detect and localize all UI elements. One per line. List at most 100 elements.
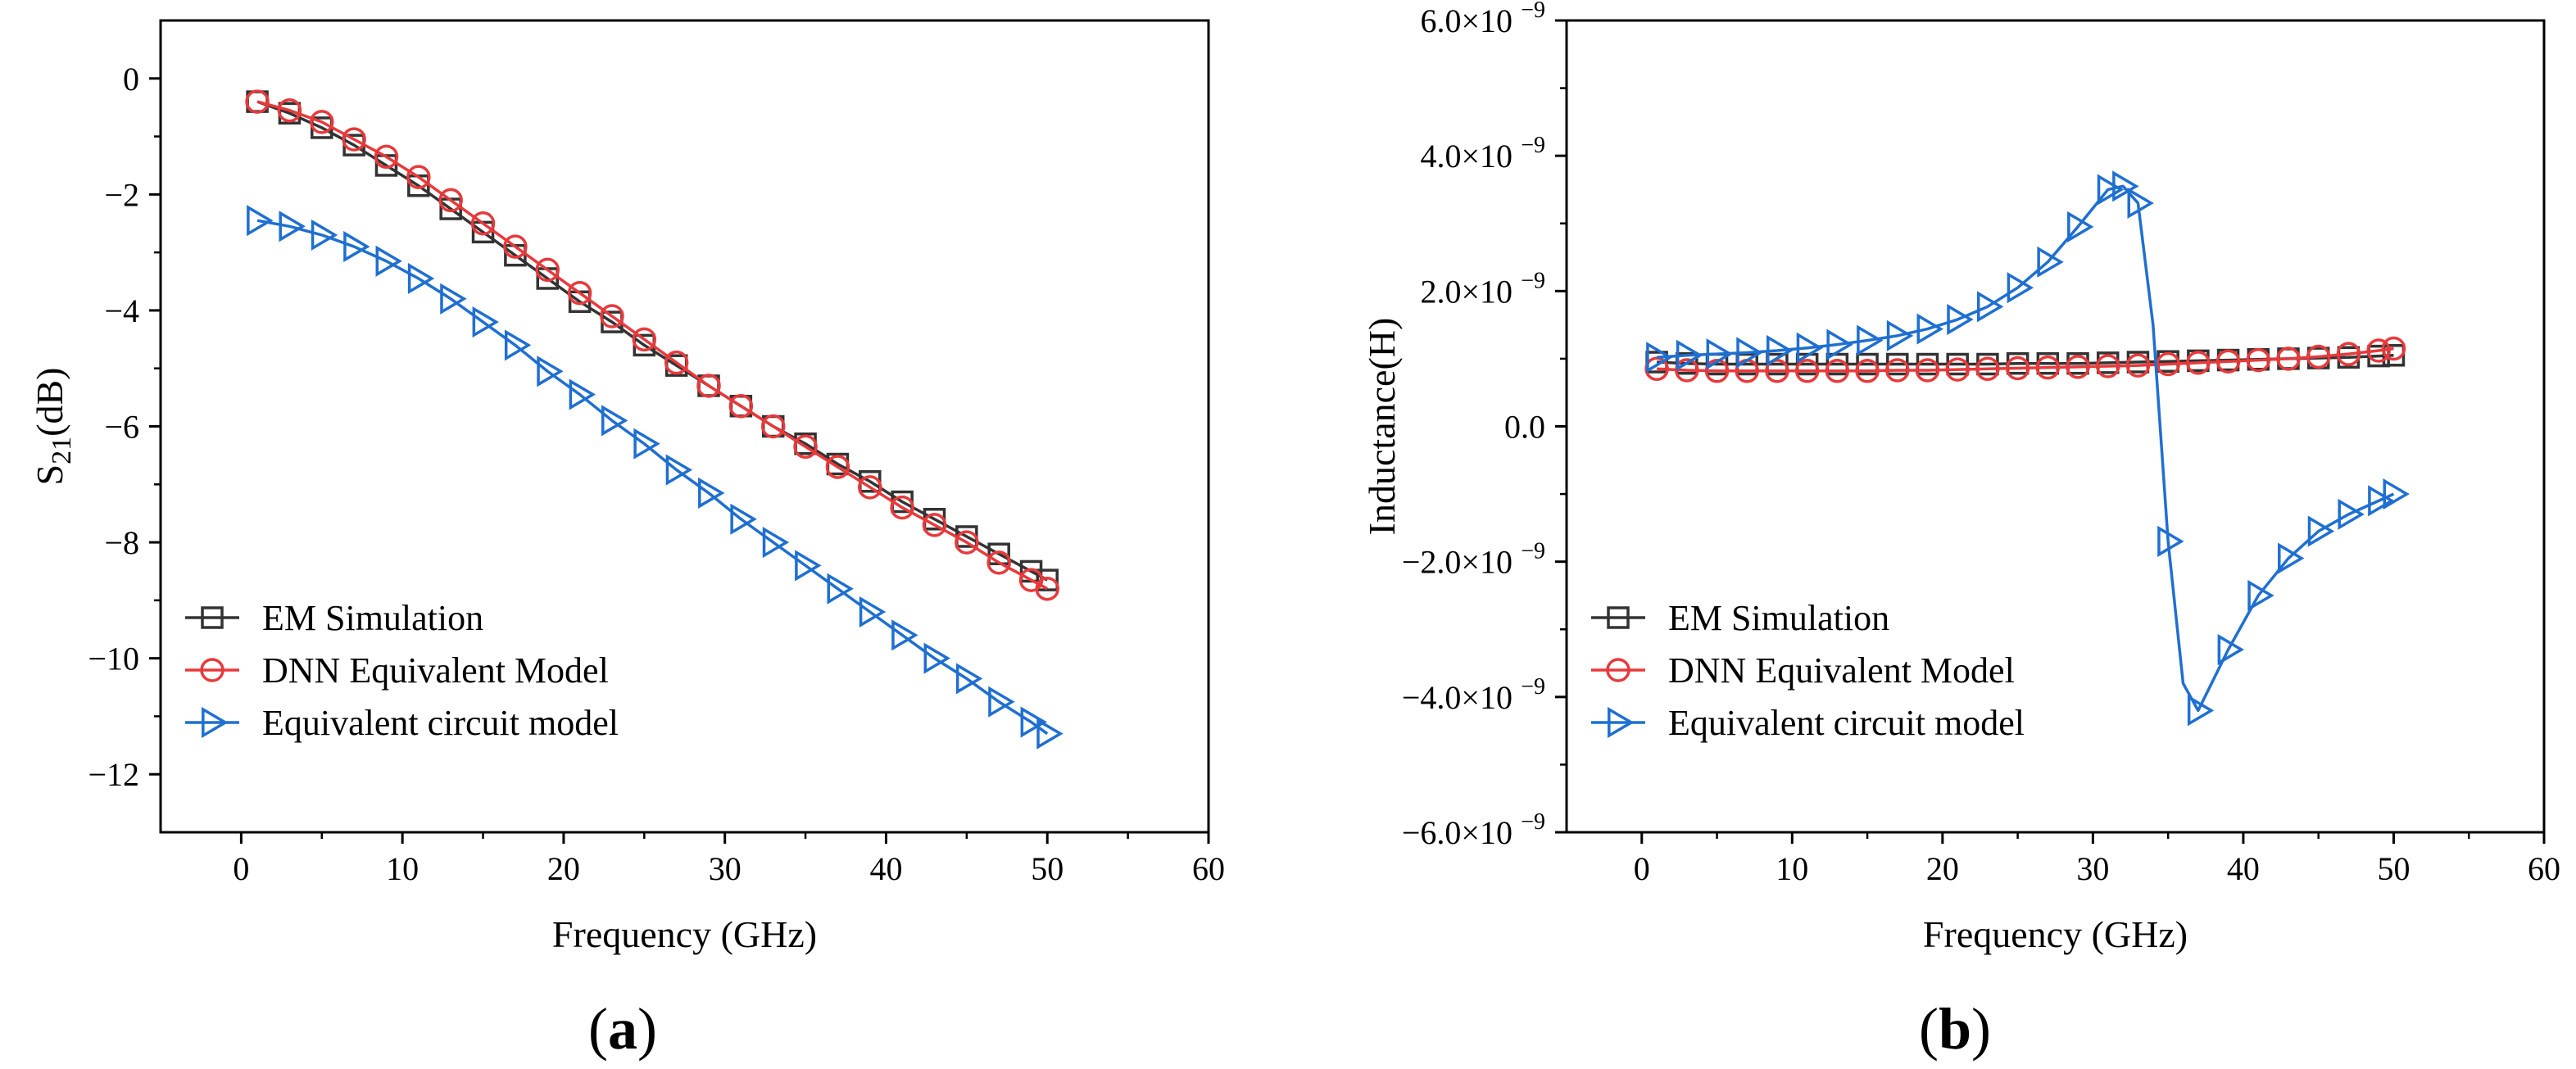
y-tick-label: −4	[104, 292, 139, 329]
data-point	[600, 304, 624, 328]
data-point	[698, 477, 725, 509]
data-point	[2338, 498, 2365, 530]
series-dnn-equivalent-model	[1644, 336, 2406, 383]
x-tick-label: 10	[386, 850, 419, 887]
x-tick-label: 20	[547, 850, 580, 887]
data-point	[728, 393, 754, 419]
data-point	[1886, 319, 1914, 351]
data-point	[2368, 485, 2395, 517]
data-point	[1975, 356, 2000, 382]
x-tick-label: 0	[233, 850, 249, 887]
data-point	[2097, 174, 2125, 206]
data-point	[601, 405, 628, 437]
series-dnn-equivalent-model	[245, 89, 1059, 601]
chart-panel-a: 0 10 20 30 40 50 60 0 −2 −4 −6 −8 −10 −12 Frequency (G…	[29, 19, 1225, 1062]
legend-label: DNN Equivalent Model	[1668, 650, 2015, 691]
data-point	[245, 89, 270, 114]
legend-label: DNN Equivalent Model	[262, 650, 609, 691]
data-point	[247, 205, 274, 237]
legend-marker	[202, 706, 229, 739]
x-tick-label: 10	[1776, 850, 1808, 887]
data-point	[2306, 344, 2331, 369]
data-point	[922, 513, 947, 537]
data-point	[890, 495, 914, 520]
y-tick-label: 0.0	[1504, 409, 1545, 446]
data-point	[760, 414, 786, 439]
data-point	[762, 527, 790, 559]
series-line	[1657, 347, 2394, 373]
data-point	[1035, 576, 1059, 601]
x-tick-label: 30	[709, 850, 742, 887]
data-point	[827, 573, 854, 605]
data-point	[2125, 353, 2151, 378]
data-point	[2215, 349, 2241, 374]
legend-marker	[201, 606, 224, 629]
data-point	[342, 127, 366, 152]
data-point	[2278, 542, 2305, 574]
x-tick-label: 40	[2227, 850, 2260, 887]
y-tick-label: 0	[123, 61, 139, 97]
data-point	[793, 434, 818, 460]
data-point	[406, 165, 431, 189]
data-point	[2095, 354, 2120, 378]
y-tick-label: 4.0×10	[1420, 138, 1512, 174]
data-point	[472, 306, 499, 338]
y-tick-exponent: −9	[1521, 539, 1545, 564]
data-point	[2187, 695, 2215, 727]
data-point	[407, 262, 435, 295]
y-tick-exponent: −9	[1521, 0, 1545, 23]
data-point	[2366, 338, 2391, 363]
data-point	[1826, 328, 1853, 360]
data-point	[569, 378, 596, 410]
legend-marker	[1608, 706, 1635, 739]
data-point	[2247, 579, 2274, 612]
data-point	[567, 280, 592, 306]
data-point	[1794, 359, 1820, 383]
legend-marker	[1606, 658, 1630, 682]
legend: EM Simulation DNN Equivalent Model Equival…	[1591, 598, 2025, 743]
data-point	[504, 329, 532, 361]
data-point	[1766, 334, 1794, 367]
data-point	[2157, 525, 2184, 557]
x-tick-label: 40	[869, 850, 902, 887]
data-point	[535, 257, 560, 283]
data-point	[1885, 358, 1910, 383]
legend-label: Equivalent circuit model	[262, 703, 619, 743]
data-point	[1676, 339, 1703, 371]
data-point	[2246, 347, 2271, 373]
y-axis-title: S21(dB)	[29, 368, 77, 486]
legend-label: EM Simulation	[262, 598, 483, 638]
data-point	[440, 283, 467, 315]
data-point	[1020, 706, 1048, 738]
data-point	[1855, 359, 1880, 383]
x-axis-title: Frequency (GHz)	[1923, 913, 2188, 955]
data-point	[1706, 338, 1733, 370]
panel-label: (b)	[1919, 996, 1991, 1062]
data-point	[279, 211, 306, 242]
data-point	[2276, 347, 2301, 371]
data-point	[859, 596, 887, 628]
y-tick-label: −6.0×10	[1402, 814, 1512, 851]
data-point	[1796, 332, 1824, 364]
data-point	[2336, 342, 2361, 366]
data-point	[2127, 187, 2154, 220]
data-point	[438, 188, 463, 213]
data-point	[1646, 342, 1673, 374]
y-tick-label: −10	[88, 641, 139, 677]
y-tick-exponent: −9	[1521, 268, 1545, 293]
legend-marker	[1607, 606, 1630, 629]
data-point	[665, 454, 693, 486]
data-point	[311, 219, 338, 251]
x-tick-label: 50	[1031, 850, 1064, 887]
data-point	[2381, 336, 2406, 361]
x-tick-label: 60	[2528, 850, 2560, 887]
x-tick-label: 50	[2377, 850, 2410, 887]
data-point	[375, 245, 402, 277]
series-equivalent-circuit-model	[1646, 170, 2410, 727]
data-point	[1976, 291, 2004, 323]
legend-marker	[200, 658, 224, 682]
data-point	[1857, 324, 1884, 356]
y-tick-exponent: −9	[1521, 674, 1545, 700]
y-axis-title: Inductance(H)	[1361, 318, 1403, 536]
